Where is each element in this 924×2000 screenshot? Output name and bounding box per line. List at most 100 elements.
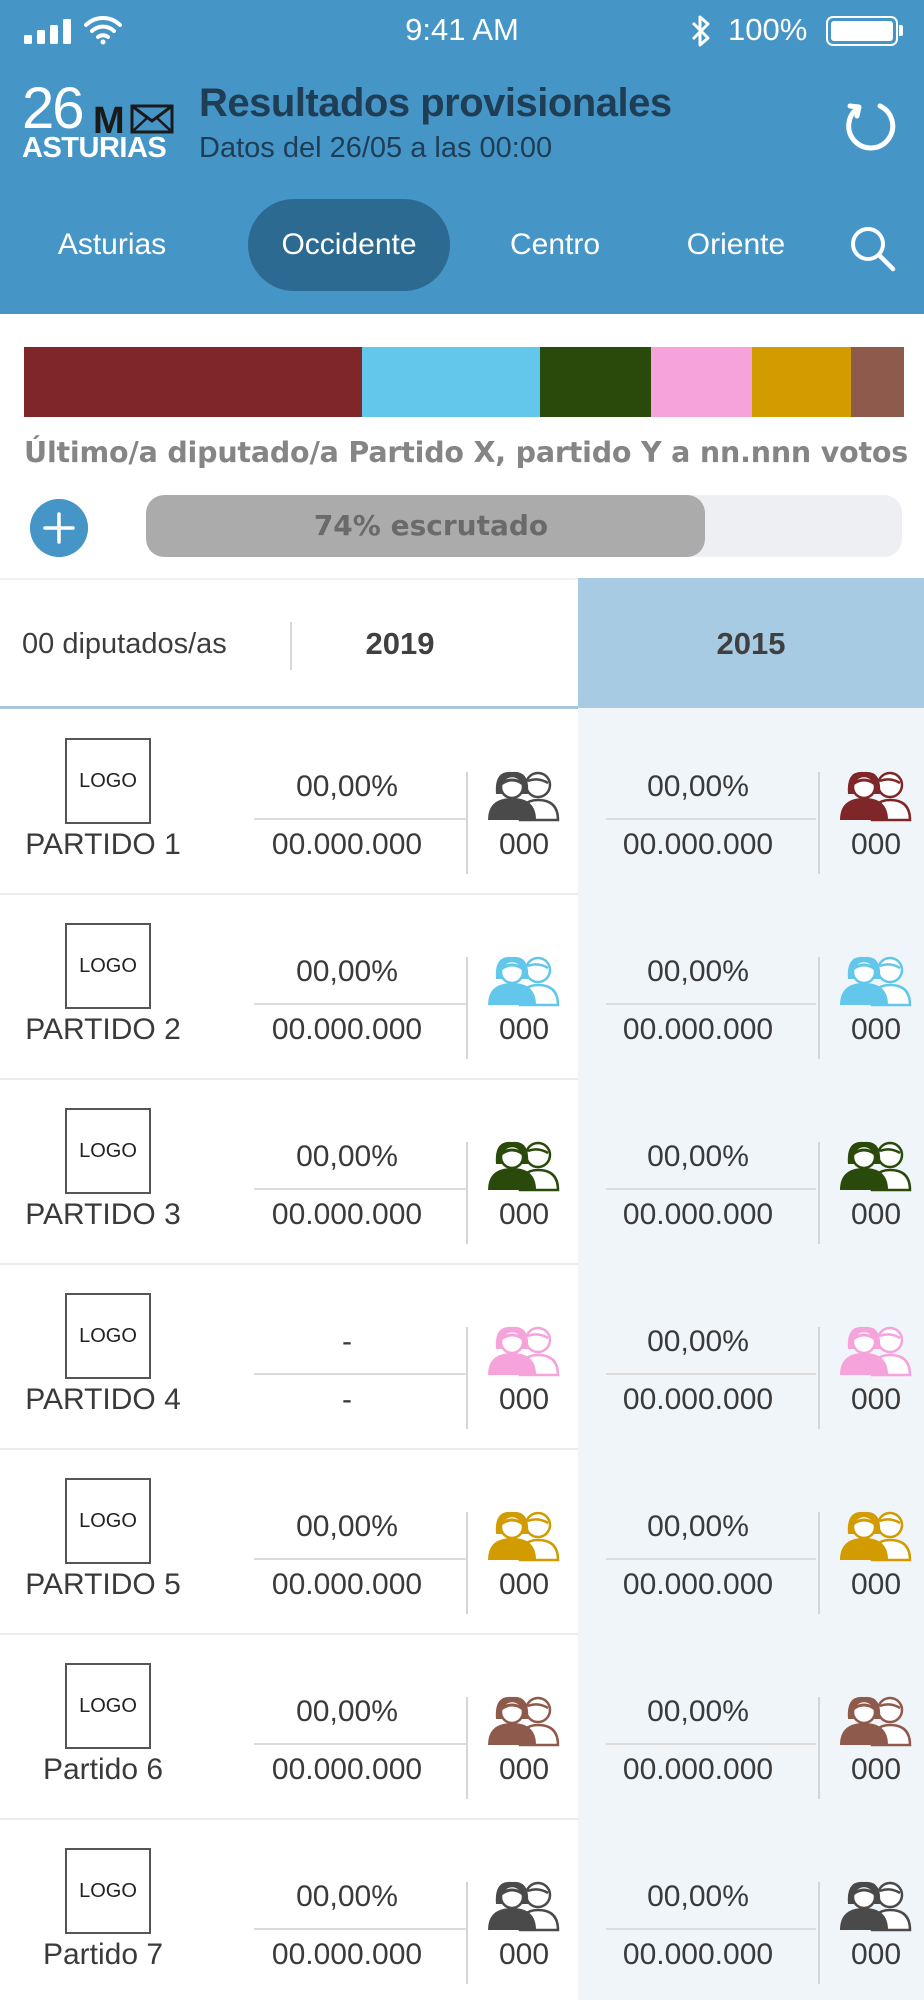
tab-oriente[interactable]: Oriente [686, 228, 786, 261]
votes-2015: 00.000.000 [622, 1383, 774, 1416]
seats-2015: 000 [850, 1198, 902, 1231]
last-seat-info: Último/a diputado/a Partido X, partido Y… [24, 436, 909, 469]
votes-2015: 00.000.000 [622, 1013, 774, 1046]
party-name: PARTIDO 1 [25, 828, 181, 861]
seat-bar-segment [24, 347, 362, 417]
brand-logo: 26 M ASTURIAS [22, 80, 177, 163]
seats-2015-icon [840, 956, 912, 1007]
party-row[interactable]: LOGO PARTIDO 5 00,00% 00.000.000 000 00,… [0, 1450, 924, 1635]
seats-2015-icon [840, 1511, 912, 1562]
seats-2019: 000 [498, 828, 550, 861]
pct-2015: 00,00% [647, 770, 749, 803]
total-seats-label: 00 diputados/as [22, 628, 227, 660]
seats-2019-icon [488, 1881, 560, 1932]
seats-2019: 000 [498, 1013, 550, 1046]
pct-2019: 00,00% [296, 1140, 398, 1173]
app-header: 26 M ASTURIAS Resultados provisionales D… [0, 60, 924, 188]
bluetooth-icon [691, 15, 710, 47]
pct-2015: 00,00% [647, 1880, 749, 1913]
seat-distribution-bar [24, 347, 904, 417]
seats-2015-icon [840, 771, 912, 822]
seats-2019: 000 [498, 1383, 550, 1416]
votes-2015: 00.000.000 [622, 1568, 774, 1601]
party-row[interactable]: LOGO Partido 6 00,00% 00.000.000 000 00,… [0, 1635, 924, 1820]
party-logo: LOGO [65, 1478, 151, 1564]
year-2019-header[interactable]: 2019 [365, 626, 435, 661]
count-progress-fill [146, 495, 706, 557]
party-logo: LOGO [65, 1663, 151, 1749]
party-logo: LOGO [65, 923, 151, 1009]
seats-2015: 000 [850, 1013, 902, 1046]
region-tabs: Asturias Occidente Centro Oriente [0, 188, 924, 314]
plus-icon[interactable] [30, 499, 88, 557]
tab-occidente[interactable]: Occidente [248, 199, 450, 291]
party-logo: LOGO [65, 1108, 151, 1194]
seats-2019-icon [488, 1326, 560, 1377]
pct-2019: 00,00% [296, 1510, 398, 1543]
seats-2015: 000 [850, 1383, 902, 1416]
pct-2015: 00,00% [647, 955, 749, 988]
seats-2019-icon [488, 1141, 560, 1192]
seat-bar-segment [851, 347, 904, 417]
envelope-icon [130, 104, 174, 134]
party-row[interactable]: LOGO PARTIDO 1 00,00% 00.000.000 000 00,… [0, 710, 924, 895]
refresh-icon[interactable] [840, 94, 900, 154]
tab-asturias[interactable]: Asturias [57, 228, 167, 261]
seats-2019-icon [488, 956, 560, 1007]
signal-icon [24, 18, 71, 44]
party-name: PARTIDO 5 [25, 1568, 181, 1601]
party-row[interactable]: LOGO Partido 7 00,00% 00.000.000 000 00,… [0, 1820, 924, 2000]
pct-2015: 00,00% [647, 1695, 749, 1728]
seat-bar-segment [752, 347, 852, 417]
votes-2015: 00.000.000 [622, 1198, 774, 1231]
count-progress-label: 74% escrutado [313, 509, 549, 542]
search-icon[interactable] [848, 224, 896, 272]
seats-2019: 000 [498, 1938, 550, 1971]
data-timestamp: Datos del 26/05 a las 00:00 [199, 132, 553, 164]
seat-bar-segment [361, 347, 541, 417]
seats-2015: 000 [850, 1938, 902, 1971]
seats-2019: 000 [498, 1753, 550, 1786]
seats-2015-icon [840, 1881, 912, 1932]
votes-2015: 00.000.000 [622, 828, 774, 861]
seats-2015-icon [840, 1141, 912, 1192]
seats-2019-icon [488, 1696, 560, 1747]
battery-percentage: 100% [728, 12, 808, 47]
votes-2019: 00.000.000 [271, 828, 423, 861]
votes-2019: 00.000.000 [271, 1198, 423, 1231]
year-2015-header[interactable]: 2015 [716, 626, 786, 661]
seat-bar-segment [540, 347, 652, 417]
page-title: Resultados provisionales [199, 81, 672, 125]
seats-2015: 000 [850, 828, 902, 861]
seat-bar-segment [651, 347, 753, 417]
party-row[interactable]: LOGO PARTIDO 3 00,00% 00.000.000 000 00,… [0, 1080, 924, 1265]
party-name: Partido 6 [42, 1753, 164, 1786]
year-2015-header-bg [578, 578, 924, 708]
votes-2015: 00.000.000 [622, 1938, 774, 1971]
pct-2015: 00,00% [647, 1510, 749, 1543]
wifi-icon [84, 15, 122, 45]
party-row[interactable]: LOGO PARTIDO 2 00,00% 00.000.000 000 00,… [0, 895, 924, 1080]
party-logo: LOGO [65, 1293, 151, 1379]
votes-2019: - [342, 1383, 352, 1416]
pct-2015: 00,00% [647, 1325, 749, 1358]
pct-2019: 00,00% [296, 1880, 398, 1913]
party-logo: LOGO [65, 1848, 151, 1934]
votes-2019: 00.000.000 [271, 1568, 423, 1601]
pct-2019: 00,00% [296, 955, 398, 988]
count-progress-bar [146, 495, 902, 557]
seats-2019: 000 [498, 1198, 550, 1231]
seats-2019-icon [488, 1511, 560, 1562]
party-name: PARTIDO 2 [25, 1013, 181, 1046]
seats-2019: 000 [498, 1568, 550, 1601]
seats-2015-icon [840, 1326, 912, 1377]
seats-2015-icon [840, 1696, 912, 1747]
pct-2019: 00,00% [296, 770, 398, 803]
seats-2019-icon [488, 771, 560, 822]
party-row[interactable]: LOGO PARTIDO 4 - - 000 00,00% 00.000.000… [0, 1265, 924, 1450]
tab-centro[interactable]: Centro [509, 228, 601, 261]
pct-2015: 00,00% [647, 1140, 749, 1173]
votes-2019: 00.000.000 [271, 1013, 423, 1046]
votes-2019: 00.000.000 [271, 1938, 423, 1971]
party-name: PARTIDO 3 [25, 1198, 181, 1231]
